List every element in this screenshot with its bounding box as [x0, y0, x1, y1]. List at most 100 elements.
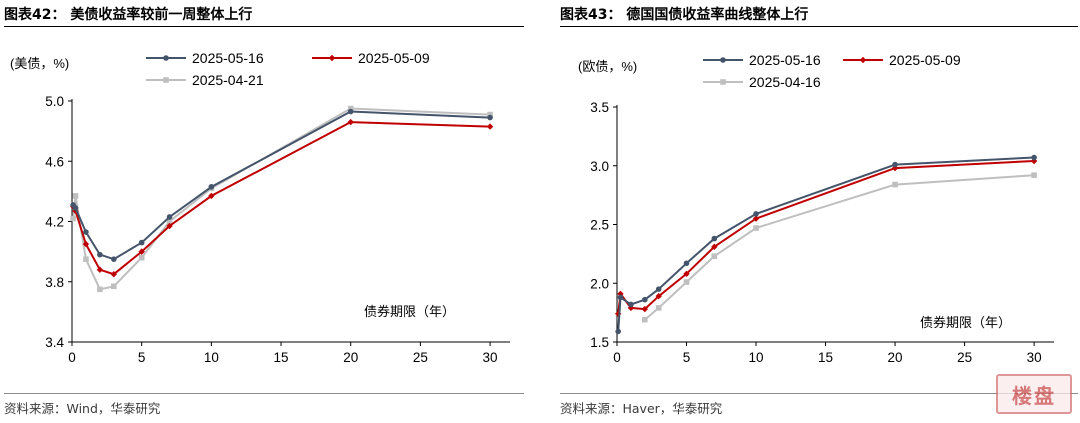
- x-tick-label: 15: [818, 350, 833, 365]
- x-tick-label: 0: [68, 350, 76, 365]
- x-tick-label: 20: [888, 350, 903, 365]
- right-title-rule: [560, 26, 1078, 27]
- data-point: [642, 316, 648, 323]
- legend-label: 2025-05-16: [192, 50, 264, 66]
- x-tick-label: 5: [138, 350, 146, 365]
- data-point: [892, 161, 898, 168]
- legend-label: 2025-04-16: [749, 74, 821, 90]
- data-point: [82, 240, 90, 248]
- right-chart: (欧债，%) 1.5 2.0 2.5 3.0 3.5 0 5 10 15 20 25 30 债券期限（年）…: [578, 52, 1054, 365]
- data-point: [892, 181, 898, 188]
- y-tick-label: 4.2: [45, 215, 64, 230]
- series-line-2025-05-09: [617, 160, 1035, 314]
- data-point: [347, 108, 354, 115]
- data-point: [166, 218, 173, 225]
- data-point: [487, 111, 493, 118]
- y-tick-label: 2.0: [590, 276, 609, 291]
- data-point: [1031, 154, 1037, 161]
- y-tick-label: 5.0: [45, 94, 64, 109]
- data-point: [97, 286, 103, 293]
- data-point: [138, 248, 145, 255]
- data-point: [711, 253, 718, 260]
- y-tick-label: 1.5: [590, 335, 609, 350]
- data-point: [683, 279, 690, 285]
- x-axis-label: 债券期限（年）: [920, 315, 1011, 330]
- x-tick-label: 25: [957, 350, 972, 365]
- watermark-stamp: 楼盘: [996, 374, 1072, 414]
- series-line-2025-04-21: [72, 107, 491, 291]
- data-point: [110, 271, 118, 278]
- series-line-2025-05-09: [72, 121, 491, 276]
- legend-label: 2025-05-16: [749, 52, 821, 68]
- x-tick-label: 5: [683, 350, 691, 365]
- data-point: [487, 114, 493, 121]
- data-point: [683, 260, 690, 267]
- data-point: [208, 192, 215, 200]
- x-tick-label: 20: [343, 350, 358, 365]
- left-source-note: 资料来源：Wind，华泰研究: [4, 401, 161, 416]
- x-tick-label: 0: [613, 350, 621, 365]
- legend-marker: [328, 54, 336, 62]
- data-point: [97, 251, 103, 258]
- y-tick-label: 3.8: [45, 275, 64, 290]
- data-point: [683, 270, 690, 278]
- data-point: [615, 328, 621, 335]
- data-point: [166, 222, 173, 230]
- series-line-2025-05-16: [72, 110, 491, 261]
- legend-label: 2025-05-09: [889, 52, 961, 68]
- x-tick-label: 30: [1027, 350, 1042, 365]
- y-tick-label: 3.4: [45, 335, 64, 350]
- data-point: [753, 211, 759, 217]
- y-tick-label: 3.0: [590, 159, 609, 174]
- data-point: [628, 301, 634, 308]
- x-tick-label: 30: [483, 350, 498, 365]
- data-point: [486, 123, 494, 130]
- y-axis-label: (美债，%): [10, 56, 69, 71]
- left-chart: (美债，%) 3.4 3.8 4.2 4.6 5.0 0 5 10 15 20 25 30 债券期限（年）…: [10, 50, 510, 365]
- data-point: [138, 254, 145, 261]
- y-tick-label: 3.5: [590, 100, 609, 115]
- legend-marker: [163, 77, 169, 83]
- x-tick-label: 10: [749, 350, 764, 365]
- data-point: [111, 283, 117, 290]
- legend-label: 2025-04-21: [192, 72, 264, 88]
- data-point: [72, 205, 79, 211]
- left-source-rule: [4, 393, 524, 394]
- data-point: [111, 256, 117, 262]
- data-point: [83, 256, 89, 262]
- data-point: [96, 266, 104, 273]
- data-point: [617, 294, 624, 301]
- data-point: [711, 235, 718, 242]
- legend-marker: [163, 55, 169, 61]
- legend-label: 2025-05-09: [358, 50, 430, 66]
- data-point: [347, 118, 354, 126]
- x-tick-label: 10: [204, 350, 219, 365]
- right-source-note: 资料来源：Haver，华泰研究: [560, 401, 723, 416]
- left-title-rule: [4, 26, 524, 27]
- data-point: [1031, 172, 1037, 178]
- right-source-rule: [560, 393, 1078, 394]
- left-chart-title: 图表42： 美债收益率较前一周整体上行: [4, 7, 253, 23]
- legend-marker: [720, 79, 726, 85]
- data-point: [347, 105, 354, 112]
- x-tick-label: 25: [413, 350, 428, 365]
- data-point: [655, 286, 662, 292]
- data-point: [655, 305, 662, 311]
- data-point: [166, 214, 173, 220]
- data-point: [208, 184, 215, 190]
- legend-marker: [859, 56, 867, 64]
- series-line-2025-05-16: [617, 156, 1035, 332]
- data-point: [83, 229, 89, 235]
- y-tick-label: 2.5: [590, 218, 609, 233]
- data-point: [72, 193, 79, 199]
- legend-marker: [720, 57, 726, 63]
- data-point: [642, 296, 648, 303]
- data-point: [753, 225, 759, 231]
- right-chart-title: 图表43： 德国国债收益率曲线整体上行: [560, 7, 809, 23]
- x-tick-label: 15: [274, 350, 289, 365]
- x-axis-label: 债券期限（年）: [364, 304, 455, 319]
- data-point: [70, 215, 76, 222]
- y-axis-label: (欧债，%): [578, 59, 637, 74]
- y-tick-label: 4.6: [45, 154, 64, 169]
- data-point: [138, 239, 145, 246]
